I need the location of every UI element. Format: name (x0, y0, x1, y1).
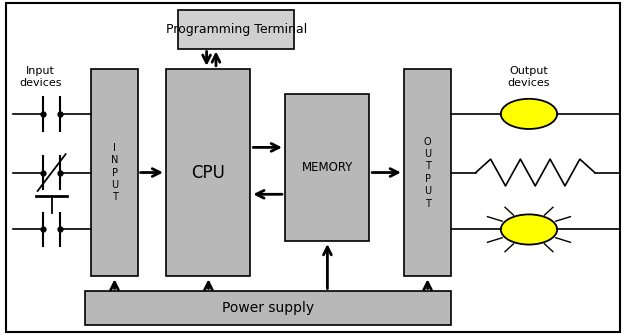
Bar (85, 291, 451, 325)
Text: Output
devices: Output devices (508, 66, 550, 88)
Text: MEMORY: MEMORY (302, 161, 353, 174)
Text: Input
devices: Input devices (19, 66, 62, 88)
Bar (404, 69, 451, 276)
Text: O
U
T
P
U
T: O U T P U T (424, 137, 431, 208)
Text: I
N
P
U
T: I N P U T (111, 143, 118, 202)
Bar (178, 10, 294, 49)
Circle shape (501, 214, 557, 245)
Text: Programming Terminal: Programming Terminal (166, 23, 307, 36)
Bar (166, 69, 250, 276)
Bar (285, 94, 369, 241)
Text: CPU: CPU (192, 163, 225, 182)
Circle shape (501, 99, 557, 129)
Text: Power supply: Power supply (222, 301, 314, 315)
Bar (91, 69, 138, 276)
